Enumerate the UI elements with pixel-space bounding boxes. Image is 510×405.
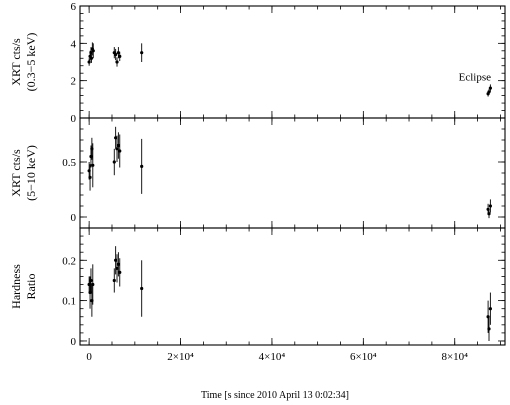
panel-3: 0 0.1 0.2 Hardness Ratio: [9, 227, 506, 348]
y-tick-label: 2: [71, 76, 77, 88]
y-axis-label: XRT cts/s: [9, 149, 23, 197]
eclipse-annotation: Eclipse: [459, 72, 491, 84]
data-point: [112, 278, 116, 283]
data-point: [116, 262, 120, 266]
x-tick-label: 8×10⁴: [441, 351, 468, 363]
panel-1: 0 2 4 6 XRT cts/s (0.3−5 keV) Eclipse: [9, 1, 506, 125]
data-point: [118, 270, 122, 274]
data-point: [88, 175, 92, 179]
data-point: [488, 86, 492, 90]
data-point: [487, 90, 491, 94]
data-point: [488, 307, 492, 311]
y-axis-label: (5−10 keV): [24, 145, 38, 201]
y-tick-label: 0.1: [62, 296, 76, 308]
x-axis-label: Time [s since 2010 April 13 0:02:34]: [201, 390, 349, 401]
data-point: [487, 212, 491, 216]
data-point: [116, 51, 120, 55]
data-point: [114, 52, 118, 57]
y-axis-label: (0.3−5 keV): [24, 33, 38, 92]
x-tick-label: 0: [86, 351, 92, 363]
data-point: [140, 286, 144, 291]
panel-frame: [79, 117, 506, 229]
y-tick-label: 0: [71, 212, 77, 224]
x-tick-label: 6×10⁴: [350, 351, 377, 363]
y-tick-label: 0.2: [62, 255, 76, 267]
data-point: [488, 204, 492, 208]
y-tick-label: 0.5: [62, 157, 76, 169]
data-point: [118, 54, 122, 59]
y-tick-label: 0: [71, 336, 77, 348]
data-point: [112, 160, 116, 164]
data-point: [115, 266, 119, 270]
y-axis-label: XRT cts/s: [9, 38, 23, 86]
data-point: [140, 51, 144, 55]
data-point: [140, 164, 144, 168]
x-tick-label: 2×10⁴: [167, 351, 194, 363]
panel-frame: [79, 5, 506, 119]
panel-2: 0 0.5 XRT cts/s (5−10 keV): [9, 117, 506, 229]
data-point: [118, 149, 122, 153]
data-point: [114, 136, 118, 140]
x-tick-label: 4×10⁴: [259, 351, 286, 363]
y-tick-label: 6: [71, 1, 77, 13]
panel-frame: [79, 227, 506, 346]
data-point: [89, 278, 93, 283]
y-axis-label: Ratio: [24, 274, 38, 300]
data-point: [114, 258, 118, 262]
data-point: [91, 163, 95, 167]
data-point: [89, 56, 94, 60]
data-point: [89, 51, 93, 55]
y-axis-label: Hardness: [9, 264, 23, 309]
data-point: [487, 327, 491, 331]
y-tick-label: 4: [71, 38, 77, 50]
data-point: [91, 282, 95, 287]
data-point: [91, 49, 95, 53]
y-tick-label: 0: [71, 113, 77, 125]
data-point: [116, 143, 120, 148]
data-point: [115, 60, 119, 64]
data-point: [115, 147, 119, 151]
